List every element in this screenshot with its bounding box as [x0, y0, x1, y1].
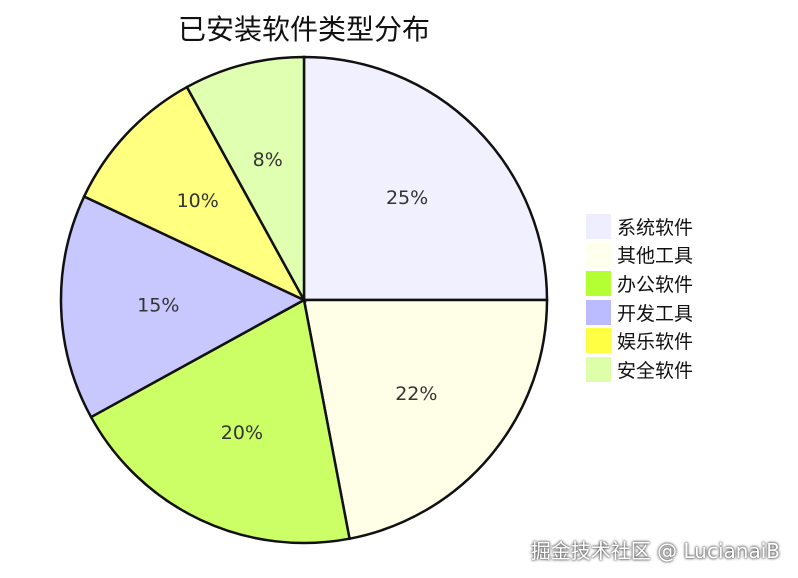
slice-label: 25%	[386, 187, 428, 209]
legend-swatch	[586, 242, 611, 268]
legend-item: 其他工具	[586, 241, 693, 270]
legend-item: 系统软件	[586, 212, 693, 241]
pie-slice-3	[59, 194, 307, 419]
pie-slice-4	[82, 85, 307, 303]
legend-label: 系统软件	[617, 216, 694, 239]
slice-label: 10%	[177, 190, 219, 212]
legend-item: 开发工具	[586, 298, 693, 327]
legend: 系统软件其他工具办公软件开发工具娱乐软件安全软件	[586, 212, 693, 384]
legend-label: 其他工具	[617, 245, 694, 268]
legend-swatch	[586, 328, 611, 354]
pie-slice-0	[302, 55, 549, 302]
legend-label: 办公软件	[617, 273, 694, 296]
legend-item: 办公软件	[586, 269, 693, 298]
pie-slice-5	[185, 55, 306, 301]
pie-slice-1	[302, 298, 549, 541]
legend-label: 开发工具	[617, 302, 694, 325]
watermark: 掘金技术社区 @ LucianaiB	[530, 539, 780, 563]
slice-label: 22%	[395, 383, 437, 405]
slice-label: 8%	[253, 149, 283, 171]
legend-swatch	[586, 299, 611, 325]
slice-label: 20%	[221, 422, 263, 444]
legend-label: 娱乐软件	[617, 331, 694, 354]
legend-swatch	[586, 213, 611, 239]
pie-slice-2	[89, 298, 351, 545]
legend-item: 安全软件	[586, 355, 693, 384]
chart-title: 已安装软件类型分布	[177, 13, 430, 46]
legend-label: 安全软件	[617, 359, 694, 382]
slice-label: 15%	[137, 295, 179, 317]
legend-swatch	[586, 356, 611, 382]
legend-item: 娱乐软件	[586, 326, 693, 355]
legend-swatch	[586, 270, 611, 296]
